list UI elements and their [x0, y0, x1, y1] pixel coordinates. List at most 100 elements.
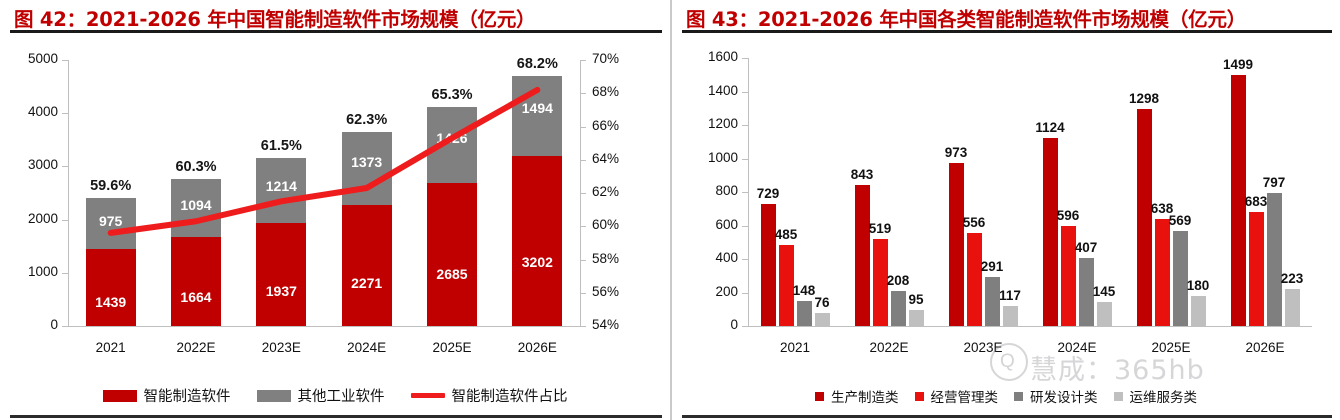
legend-item: 生产制造类 [815, 386, 899, 406]
y-axis-tick-label-right: 66% [592, 117, 620, 133]
bar-value-label: 1298 [1128, 90, 1160, 106]
legend-item: 运维服务类 [1113, 386, 1197, 406]
y-axis-tickmark-right [580, 193, 586, 194]
legend-item-label: 智能制造软件 [143, 389, 231, 405]
ratio-point-label: 59.6% [90, 177, 132, 194]
y-axis-tick-label-right: 70% [592, 51, 620, 66]
bar-3 [1266, 192, 1282, 326]
y-axis-tickmark-right [580, 292, 586, 294]
y-axis-tickmark [742, 225, 748, 227]
bar-value-label-red: 1937 [265, 282, 297, 299]
y-axis-tickmark [742, 58, 748, 59]
bar-value-label: 569 [1168, 212, 1192, 228]
bar-4 [1096, 301, 1112, 326]
bar-value-label-red: 3202 [521, 254, 553, 271]
bar-value-label-red: 2271 [351, 275, 383, 292]
y-axis-tickmark-left [62, 166, 68, 168]
x-axis-tick-label: 2026E [517, 340, 557, 355]
y-axis-tick-label: 1600 [707, 49, 738, 64]
ratio-point-label: 62.3% [346, 112, 388, 129]
bar-4 [1284, 288, 1300, 326]
bar-value-label: 797 [1262, 174, 1286, 190]
x-axis-tick-label: 2022E [869, 340, 909, 355]
y-axis-tick-label-left: 2000 [27, 210, 58, 226]
legend-item: 经营管理类 [914, 386, 998, 406]
y-axis-tick-label-right: 64% [592, 150, 620, 166]
y-axis-tick-label-right: 60% [592, 217, 620, 233]
figure-43-header: 图 43：2021-2026 年中国各类智能制造软件市场规模（亿元） [672, 0, 1340, 34]
y-axis-tick-label-left: 3000 [27, 157, 58, 173]
figure-43-title: 图 43：2021-2026 年中国各类智能制造软件市场规模（亿元） [686, 8, 1247, 31]
legend-item: 研发设计类 [1014, 386, 1098, 406]
y-axis-tickmark-right [580, 93, 586, 95]
bar-segment-production [512, 155, 563, 326]
bar-2 [1060, 226, 1076, 326]
figure-42-legend: 智能制造软件 其他工业软件 智能制造软件占比 [0, 385, 670, 406]
bar-1 [948, 163, 964, 326]
y-axis-tick-label-right: 62% [592, 184, 620, 199]
y-axis-tickmark-right [580, 159, 586, 161]
y-axis-tickmark-right [580, 326, 586, 327]
bar-4 [908, 310, 924, 326]
bar-value-label: 180 [1186, 277, 1210, 293]
legend-item-label: 智能制造软件占比 [451, 389, 568, 405]
bar-segment-production [171, 237, 221, 326]
bar-value-label: 291 [980, 259, 1004, 275]
bar-4 [1190, 295, 1206, 326]
x-axis-baseline [748, 326, 1312, 327]
bar-1 [854, 184, 870, 326]
y-axis-tick-label: 400 [715, 250, 738, 265]
bar-3 [890, 291, 906, 326]
bar-value-label: 973 [944, 145, 968, 161]
y-axis-tick-label-left: 4000 [27, 104, 58, 120]
legend-item: 其他工业软件 [256, 385, 385, 406]
y-axis-tickmark [742, 259, 748, 260]
y-axis-tick-label-right: 54% [592, 317, 620, 332]
y-axis-tickmark [742, 192, 748, 193]
figure-43-plot-area: 0 200 400 600 800 1000 1200 1400 1600 729 485 148 76… [672, 34, 1340, 374]
bar-value-label: 519 [868, 221, 892, 237]
legend-line-swatch [410, 393, 445, 398]
bar-value-label: 407 [1074, 239, 1098, 255]
legend-bar-swatch [256, 389, 291, 402]
bar-value-label: 76 [814, 295, 830, 311]
y-axis-tickmark [742, 292, 748, 294]
bar-value-label: 117 [999, 288, 1021, 304]
y-axis-tickmark-left [62, 326, 68, 327]
x-axis-tick-label: 2023E [261, 340, 301, 355]
ratio-point-label: 60.3% [175, 159, 217, 176]
bar-value-label-gray: 1426 [436, 130, 468, 147]
bar-value-label: 683 [1244, 193, 1268, 209]
y-axis-tick-label-right: 58% [592, 250, 620, 266]
bar-value-label: 145 [1092, 283, 1116, 299]
legend-item: 智能制造软件 [102, 385, 231, 406]
legend-item-label: 生产制造类 [831, 390, 899, 406]
bar-value-label: 843 [850, 166, 874, 182]
y-axis-tickmark [742, 125, 748, 126]
bar-value-label-gray: 975 [98, 213, 123, 230]
figure-43-legend: 生产制造类 经营管理类 研发设计类 运维服务类 [672, 386, 1340, 406]
bar-3 [796, 301, 812, 326]
ratio-point-label: 68.2% [516, 56, 558, 73]
figure-43-panel: 图 43：2021-2026 年中国各类智能制造软件市场规模（亿元） 0 200 4… [672, 0, 1340, 420]
y-axis-tickmark [742, 91, 748, 93]
bar-segment-production [427, 183, 477, 326]
legend-color-swatch [1014, 391, 1023, 401]
bar-value-label-gray: 1373 [351, 154, 383, 171]
x-axis-tick-label: 2025E [432, 340, 472, 355]
x-axis-tick-label: 2024E [1057, 340, 1097, 355]
y-axis-tickmark-right [580, 126, 586, 128]
figure-43-bottom-divider [682, 415, 1332, 418]
y-axis-tick-label: 600 [715, 216, 738, 232]
bar-segment-production [256, 222, 307, 326]
y-axis-tickmark [742, 326, 748, 327]
y-axis [748, 58, 749, 326]
y-axis-tickmark-left [62, 60, 68, 61]
bar-1 [760, 203, 776, 326]
y-axis-tickmark-right [580, 259, 586, 261]
bar-value-label: 223 [1280, 270, 1304, 286]
bar-3 [1172, 230, 1188, 326]
y-axis-tickmark-left [62, 113, 68, 115]
bar-value-label: 596 [1056, 208, 1080, 224]
